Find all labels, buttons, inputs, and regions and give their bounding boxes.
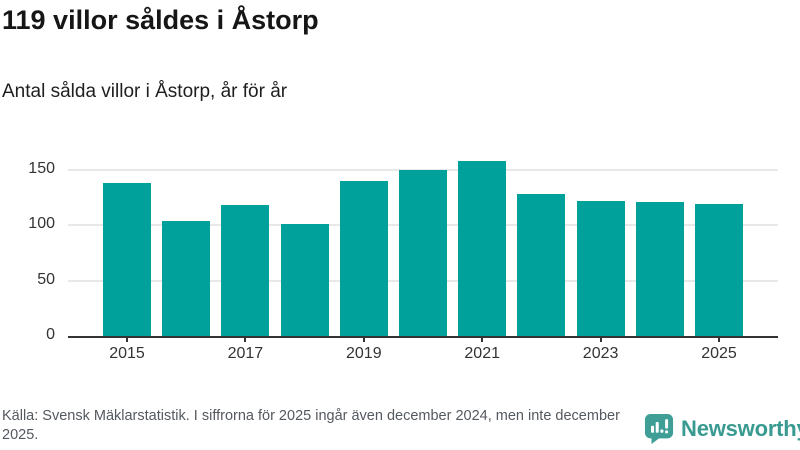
bar-2015	[103, 182, 151, 336]
bar-2025	[695, 203, 743, 336]
x-axis-label-2017: 2017	[227, 345, 264, 362]
bar-2022	[517, 193, 566, 336]
source-note: Källa: Svensk Mäklarstatistik. I siffror…	[2, 408, 620, 443]
y-axis-label-50: 50	[37, 270, 55, 288]
bar-2024	[635, 201, 684, 336]
x-axis-tick-2017	[244, 336, 247, 342]
newsworthy-wordmark: Newsworthy	[681, 415, 800, 441]
bar-2019	[339, 180, 388, 336]
bar-2021	[458, 160, 507, 336]
y-axis-label-100: 100	[28, 215, 55, 232]
x-axis-tick-2025	[718, 336, 720, 342]
bar-2016	[162, 220, 211, 336]
newsworthy-speech-bubble-bar-chart-icon	[644, 413, 674, 444]
x-axis-label-2019: 2019	[346, 345, 382, 362]
newsworthy-logo: Newsworthy	[644, 413, 800, 444]
x-axis-tick-2021	[481, 336, 484, 342]
x-axis-label-2015: 2015	[109, 345, 145, 362]
bar-2023	[576, 200, 625, 336]
x-axis-label-2023: 2023	[582, 345, 619, 362]
y-axis-label-0: 0	[46, 326, 55, 343]
x-axis-tick-2023	[599, 336, 602, 342]
bar-2017	[221, 205, 270, 336]
x-axis-label-2021: 2021	[464, 345, 500, 362]
bar-2018	[280, 223, 329, 336]
bar-chart-plot-area: 0 50 100 150 2015 2017 2019 2021 2023 2025	[28, 150, 778, 362]
x-axis-tick-2019	[362, 336, 365, 342]
x-axis-label-2025: 2025	[701, 345, 737, 362]
chart-title: 119 villor såldes i Åstorp	[2, 5, 319, 35]
chart-subtitle: Antal sålda villor i Åstorp, år för år	[2, 81, 288, 102]
y-axis-label-150: 150	[28, 159, 55, 177]
bar-2020	[399, 169, 447, 336]
x-axis-tick-2015	[126, 336, 128, 342]
